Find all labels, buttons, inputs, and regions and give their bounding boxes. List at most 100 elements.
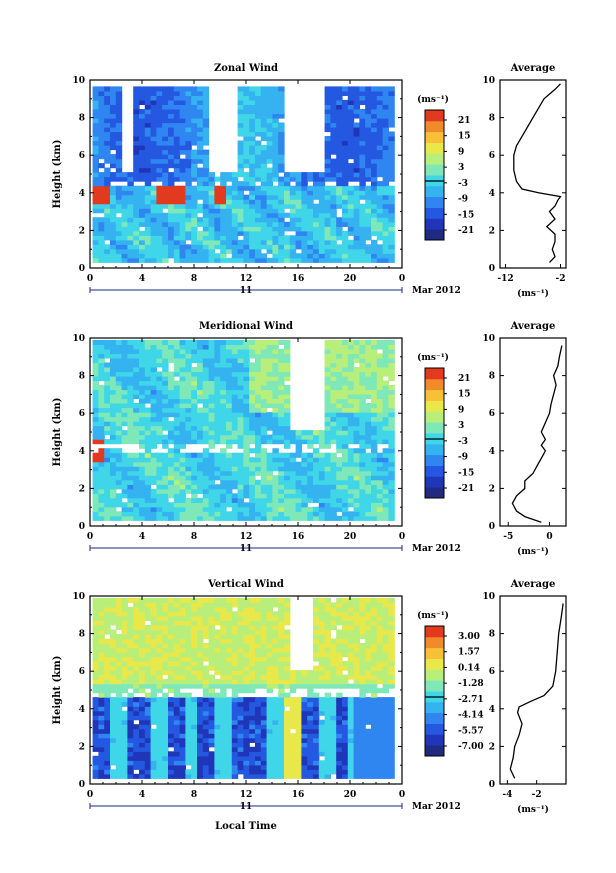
heatmap-cell bbox=[185, 163, 192, 169]
heatmap-cell bbox=[249, 407, 256, 413]
heatmap-cell bbox=[121, 683, 128, 689]
heatmap-cell bbox=[139, 176, 146, 182]
heatmap-cell bbox=[202, 348, 210, 354]
heatmap-cell bbox=[208, 706, 215, 712]
average-y-tick-label: 4 bbox=[489, 447, 495, 457]
heatmap-cell bbox=[98, 475, 105, 481]
heatmap-cell bbox=[330, 158, 337, 164]
heatmap-cell bbox=[365, 203, 372, 209]
heatmap-cell bbox=[231, 221, 239, 227]
heatmap-cell bbox=[197, 764, 204, 770]
heatmap-cell bbox=[289, 502, 297, 508]
heatmap-cell bbox=[359, 140, 366, 146]
heatmap-cell bbox=[365, 421, 372, 427]
heatmap-cell bbox=[139, 127, 146, 133]
heatmap-cell bbox=[133, 706, 140, 712]
heatmap-cell bbox=[214, 597, 221, 603]
heatmap-cell bbox=[127, 362, 134, 368]
heatmap-cell bbox=[272, 380, 279, 386]
heatmap-cell bbox=[185, 145, 192, 151]
heatmap-cell bbox=[289, 176, 297, 182]
heatmap-cell bbox=[220, 638, 227, 644]
heatmap-cell bbox=[336, 145, 343, 151]
heatmap-cell bbox=[92, 172, 99, 178]
heatmap-cell bbox=[179, 502, 186, 508]
heatmap-cell bbox=[98, 154, 105, 160]
heatmap-cell bbox=[127, 394, 134, 400]
panel-title: Zonal Wind bbox=[214, 63, 278, 74]
heatmap-cell bbox=[359, 439, 366, 445]
heatmap-cell bbox=[388, 226, 395, 232]
heatmap-cell bbox=[139, 362, 146, 368]
heatmap-cell bbox=[150, 398, 157, 404]
colorbar-segment bbox=[425, 487, 444, 499]
heatmap-cell bbox=[173, 199, 181, 205]
heatmap-cell bbox=[98, 497, 105, 503]
heatmap-cell bbox=[92, 656, 99, 662]
heatmap-cell bbox=[330, 167, 337, 173]
heatmap-cell bbox=[231, 425, 239, 431]
heatmap-cell bbox=[98, 719, 105, 725]
heatmap-cell bbox=[226, 443, 233, 449]
heatmap-cell bbox=[342, 136, 349, 142]
heatmap-cell bbox=[243, 398, 250, 404]
heatmap-cell bbox=[336, 257, 343, 263]
heatmap-cell bbox=[179, 773, 186, 779]
heatmap-cell bbox=[115, 457, 123, 463]
heatmap-cell bbox=[243, 371, 250, 377]
heatmap-cell bbox=[249, 769, 256, 775]
heatmap-cell bbox=[243, 665, 250, 671]
heatmap-cell bbox=[150, 488, 157, 494]
heatmap-cell bbox=[127, 357, 134, 363]
heatmap-cell bbox=[214, 475, 221, 481]
heatmap-cell bbox=[202, 457, 210, 463]
heatmap-cell bbox=[365, 353, 372, 359]
heatmap-cell bbox=[179, 140, 186, 146]
heatmap-cell bbox=[110, 385, 117, 391]
heatmap-cell bbox=[278, 421, 285, 427]
heatmap-cell bbox=[318, 181, 326, 187]
heatmap-cell bbox=[185, 647, 192, 653]
heatmap-cell bbox=[92, 90, 99, 96]
heatmap-cell bbox=[197, 656, 204, 662]
heatmap-cell bbox=[162, 235, 169, 241]
heatmap-cell bbox=[191, 226, 198, 232]
heatmap-cell bbox=[191, 773, 198, 779]
heatmap-cell bbox=[237, 95, 244, 101]
heatmap-cell bbox=[197, 407, 204, 413]
heatmap-cell bbox=[255, 163, 262, 169]
heatmap-cell bbox=[266, 348, 273, 354]
heatmap-cell bbox=[92, 398, 99, 404]
heatmap-cell bbox=[336, 439, 343, 445]
heatmap-cell bbox=[139, 221, 146, 227]
heatmap-cell bbox=[260, 136, 268, 142]
heatmap-cell bbox=[208, 497, 215, 503]
heatmap-cell bbox=[127, 611, 134, 617]
heatmap-cell bbox=[371, 421, 378, 427]
heatmap-cell bbox=[359, 122, 366, 128]
heatmap-cell bbox=[110, 710, 117, 716]
heatmap-cell bbox=[185, 217, 192, 223]
heatmap-cell bbox=[359, 479, 366, 485]
heatmap-cell bbox=[104, 746, 111, 752]
heatmap-cell bbox=[115, 95, 123, 101]
heatmap-cell bbox=[110, 353, 117, 359]
heatmap-cell bbox=[104, 439, 111, 445]
heatmap-cell bbox=[295, 235, 302, 241]
heatmap-cell bbox=[359, 149, 366, 155]
heatmap-cell bbox=[231, 755, 239, 761]
heatmap-cell bbox=[92, 421, 99, 427]
heatmap-cell bbox=[359, 244, 366, 250]
heatmap-cell bbox=[220, 661, 227, 667]
heatmap-cell bbox=[342, 104, 349, 110]
heatmap-cell bbox=[342, 353, 349, 359]
heatmap-cell bbox=[318, 244, 326, 250]
heatmap-cell bbox=[243, 136, 250, 142]
heatmap-cell bbox=[284, 497, 291, 503]
heatmap-cell bbox=[168, 226, 175, 232]
heatmap-cell bbox=[104, 679, 111, 685]
heatmap-cell bbox=[202, 692, 210, 698]
heatmap-cell bbox=[208, 230, 215, 236]
heatmap-cell bbox=[110, 253, 117, 259]
heatmap-cell bbox=[243, 661, 250, 667]
